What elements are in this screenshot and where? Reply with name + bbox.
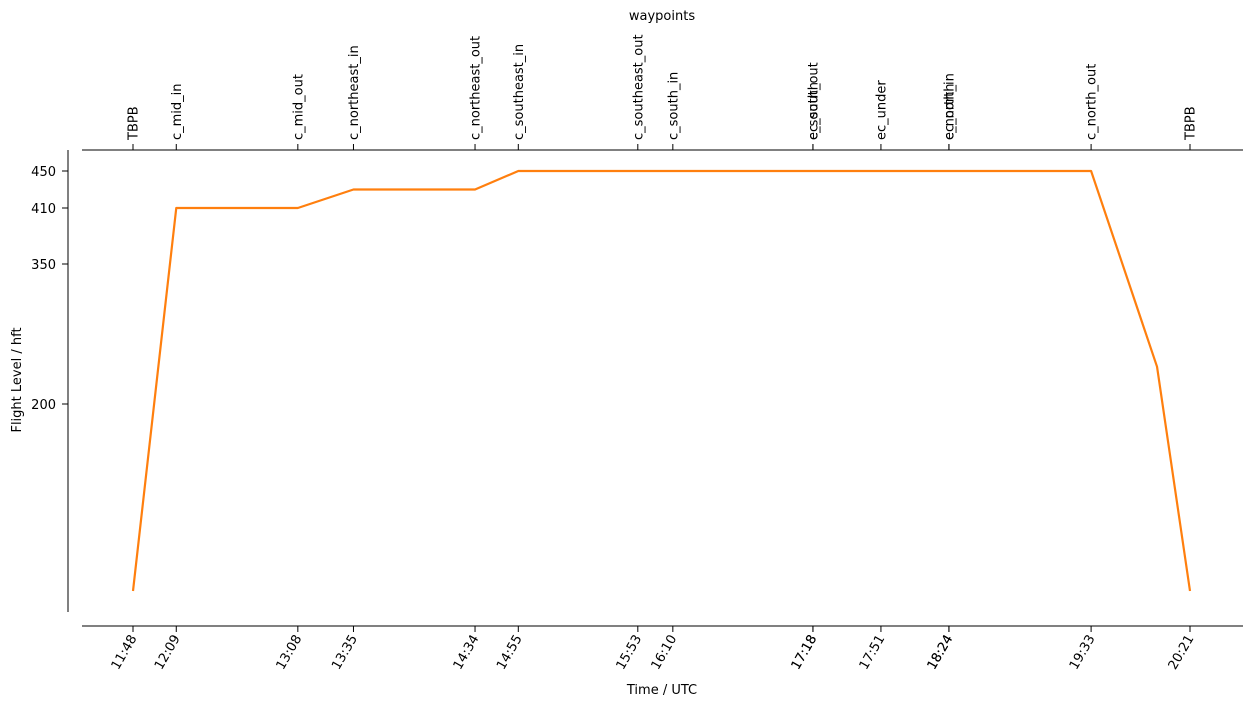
y-tick-label: 350 — [31, 258, 56, 273]
waypoint-label: c_north_out — [1085, 64, 1100, 140]
y-axis-label: Flight Level / hft — [10, 327, 25, 432]
waypoint-label: c_northeast_out — [469, 36, 484, 140]
waypoint-label: c_southeast_out — [631, 34, 646, 140]
x-ticks: 11:48 12:09 13:08 13:35 14:34 14:55 15:53 16:10… — [109, 626, 1198, 673]
y-tick-label: 450 — [31, 165, 56, 180]
waypoint-label: c_south_in — [666, 72, 681, 140]
waypoint-label: c_northeast_in — [347, 45, 362, 140]
series-group — [131, 169, 1192, 592]
x-tick-label: 12:09 — [152, 633, 184, 673]
waypoint-label: c_southeast_in — [512, 44, 527, 140]
waypoint-label: c_mid_in — [170, 83, 185, 140]
waypoint-label: c_north_in — [942, 73, 957, 140]
waypoint-label: c_south_out — [806, 62, 821, 140]
x-tick-label: 13:35 — [329, 633, 361, 673]
waypoint-label: ec_north — [942, 83, 957, 140]
y-tick-label: 410 — [31, 202, 56, 217]
waypoint-label: ec_south — [806, 82, 821, 140]
x-tick-label: 13:08 — [274, 633, 306, 673]
waypoint-label: TBPB — [127, 106, 142, 141]
chart-title: waypoints — [629, 9, 695, 24]
x-tick-label: 17:51 — [857, 633, 889, 673]
waypoint-label: TBPB — [1184, 106, 1199, 141]
x-axis-label: Time / UTC — [626, 683, 697, 698]
x-tick-label: 14:34 — [451, 633, 483, 673]
x-tick-label: 14:55 — [494, 633, 526, 673]
series-line-0 — [131, 169, 1192, 592]
x-tick-label: 16:10 — [649, 633, 681, 673]
x-tick-label: 19:33 — [1067, 633, 1099, 673]
x-tick-label: 17:18 — [789, 633, 821, 673]
x-tick-label: 11:48 — [109, 633, 141, 673]
waypoint-label: ec_under — [874, 80, 889, 140]
waypoint-ticks: TBPB c_mid_in c_mid_out c_northeast_in c_nor… — [127, 34, 1199, 150]
x-tick-label: 20:21 — [1166, 633, 1198, 673]
x-tick-label: 15:53 — [614, 633, 646, 673]
waypoint-label: c_mid_out — [291, 74, 306, 140]
y-ticks: 200 350 410 450 — [31, 165, 68, 413]
y-tick-label: 200 — [31, 398, 56, 413]
x-tick-label: 18:24 — [925, 633, 957, 673]
